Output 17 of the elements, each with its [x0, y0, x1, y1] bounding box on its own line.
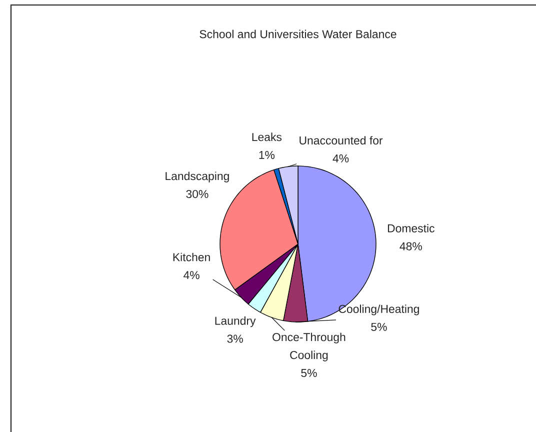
slice-label: Domestic	[388, 224, 434, 232]
data-label: 1%	[259, 150, 275, 159]
data-label: 4%	[184, 271, 200, 280]
data-label: 3%	[227, 334, 243, 343]
data-label: 48%	[400, 242, 422, 250]
slice-label: Leaks	[252, 132, 282, 142]
slice-label: Laundry	[215, 316, 256, 328]
data-label: 5%	[301, 368, 317, 378]
slice-label: Unaccounted for	[300, 136, 383, 145]
slice-label: Cooling/Heating	[338, 304, 419, 316]
data-label: 30%	[186, 190, 208, 198]
data-label: 5%	[371, 322, 387, 331]
slice-label: Landscaping	[166, 172, 229, 182]
slice-label: Kitchen	[173, 252, 210, 262]
chart-title: School and Universities Water Balance	[200, 30, 396, 38]
data-label: 4%	[332, 154, 349, 162]
slice-label: Once-Through Cooling	[272, 332, 346, 362]
